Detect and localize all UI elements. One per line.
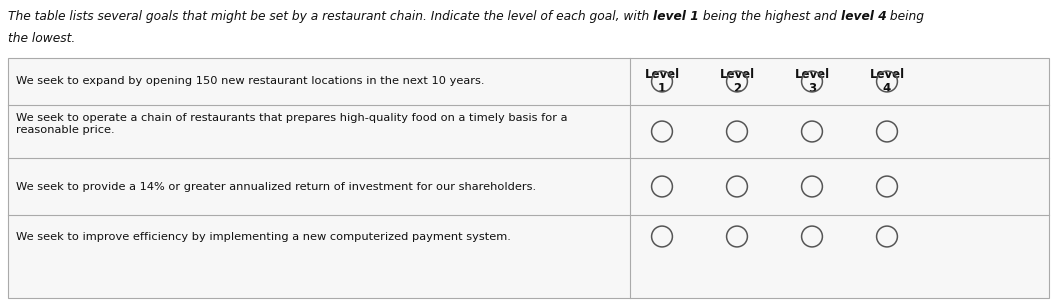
Point [803, 184, 820, 189]
Text: The table lists several goals that might be set by a restaurant chain. Indicate : The table lists several goals that might… [8, 10, 653, 23]
Point [878, 184, 895, 189]
Point [653, 79, 670, 84]
Point [878, 79, 895, 84]
Point [653, 129, 670, 134]
Text: the lowest.: the lowest. [8, 32, 75, 45]
Text: being: being [887, 10, 925, 23]
Point [728, 234, 745, 239]
Point [803, 79, 820, 84]
Point [803, 234, 820, 239]
Point [728, 184, 745, 189]
Text: We seek to operate a chain of restaurants that prepares high-quality food on a t: We seek to operate a chain of restaurant… [16, 113, 568, 135]
Point [728, 79, 745, 84]
Point [728, 129, 745, 134]
Point [653, 234, 670, 239]
Point [878, 234, 895, 239]
Text: We seek to expand by opening 150 new restaurant locations in the next 10 years.: We seek to expand by opening 150 new res… [16, 76, 484, 86]
Text: Level
4: Level 4 [870, 67, 905, 95]
Text: Level
2: Level 2 [720, 67, 755, 95]
Point [878, 129, 895, 134]
Text: level 4: level 4 [840, 10, 887, 23]
Bar [8, 58, 1049, 298]
Text: We seek to provide a 14% or greater annualized return of investment for our shar: We seek to provide a 14% or greater annu… [16, 182, 536, 191]
Point [803, 129, 820, 134]
Text: level 1: level 1 [653, 10, 699, 23]
Text: We seek to improve efficiency by implementing a new computerized payment system.: We seek to improve efficiency by impleme… [16, 231, 511, 241]
Text: Level
1: Level 1 [645, 67, 680, 95]
Text: being the highest and: being the highest and [699, 10, 840, 23]
Point [653, 184, 670, 189]
Text: Level
3: Level 3 [795, 67, 830, 95]
